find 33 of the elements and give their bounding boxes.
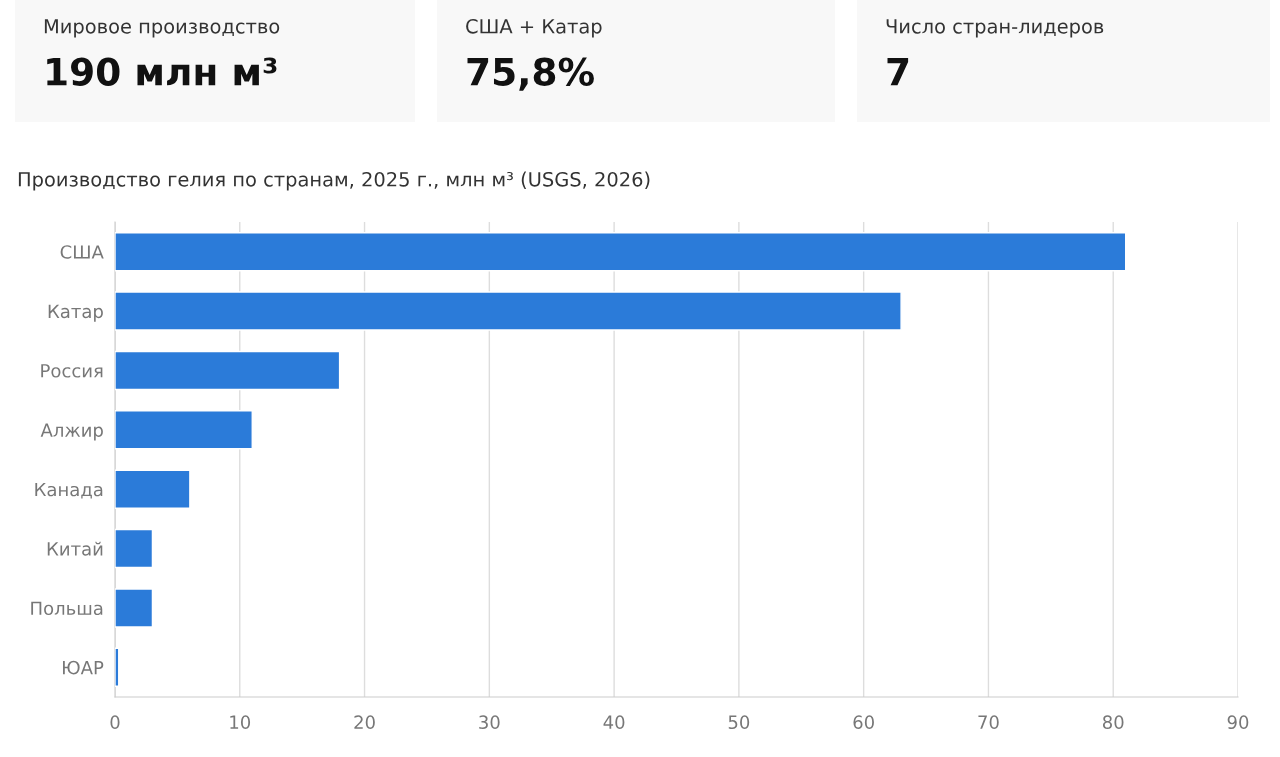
y-tick-label: Россия (41, 364, 103, 378)
bar (115, 469, 191, 509)
bar (115, 291, 902, 331)
bar (115, 528, 154, 569)
x-tick-label: 60 (853, 715, 874, 730)
y-tick-label: Польша (31, 601, 103, 616)
chart-title: Производство гелия по странам, 2025 г., млн м³ (USGS, 2026) (18, 171, 650, 191)
text: 190 млн м³ (47, 57, 277, 86)
x-tick-label: 90 (1227, 715, 1249, 730)
bar (115, 588, 154, 628)
bar (115, 350, 341, 391)
x-tick-label: 40 (603, 715, 625, 730)
y-tick-label: Китай (47, 541, 103, 556)
x-tick-label: 80 (1102, 715, 1124, 730)
x-tick-label: 10 (230, 715, 251, 730)
bar (115, 231, 1127, 272)
bar (115, 647, 120, 688)
text: США + Катар (466, 18, 602, 38)
y-tick-label: ЮАР (63, 660, 104, 675)
bar (115, 410, 253, 450)
x-tick-label: 20 (354, 715, 375, 730)
x-tick-label: 50 (728, 715, 750, 730)
y-tick-label: США (60, 245, 104, 259)
x-tick-label: 70 (978, 715, 999, 730)
text: Мировое производство (44, 19, 280, 38)
text: 75,8% (467, 57, 594, 91)
text: Число стран-лидеров (886, 19, 1104, 38)
y-tick-label: Канада (35, 482, 103, 499)
x-tick-label: 0 (110, 715, 120, 730)
y-tick-label: Алжир (40, 423, 103, 441)
text: 7 (887, 58, 909, 86)
y-tick-label: Катар (48, 304, 103, 322)
x-tick-label: 30 (479, 715, 500, 730)
